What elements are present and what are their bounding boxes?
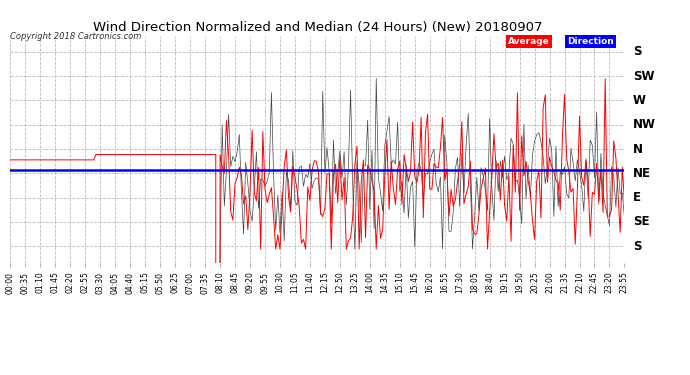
Text: E: E: [633, 191, 641, 204]
Text: SE: SE: [633, 216, 649, 228]
Text: Direction: Direction: [567, 37, 614, 46]
Text: Average: Average: [509, 37, 550, 46]
Text: W: W: [633, 94, 646, 107]
Text: SW: SW: [633, 70, 654, 82]
Text: NW: NW: [633, 118, 656, 131]
Text: S: S: [633, 240, 641, 253]
Text: NE: NE: [633, 167, 651, 180]
Text: S: S: [633, 45, 641, 58]
Title: Wind Direction Normalized and Median (24 Hours) (New) 20180907: Wind Direction Normalized and Median (24…: [92, 21, 542, 34]
Text: N: N: [633, 142, 643, 156]
Text: Copyright 2018 Cartronics.com: Copyright 2018 Cartronics.com: [10, 32, 141, 41]
